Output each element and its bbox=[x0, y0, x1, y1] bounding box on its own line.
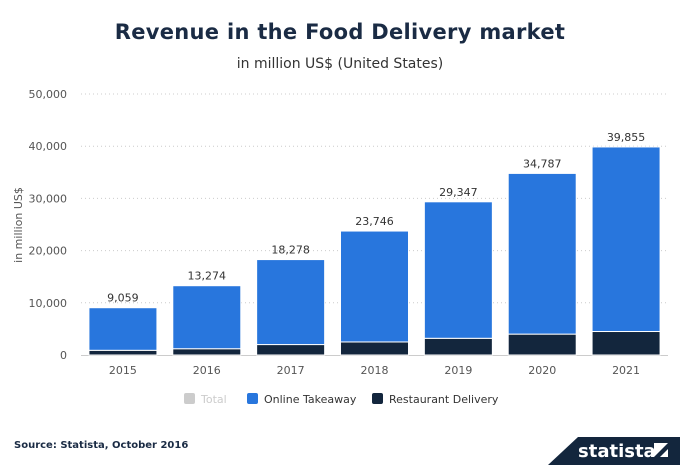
bar-restaurant-delivery bbox=[88, 349, 158, 356]
bar-restaurant-delivery bbox=[423, 337, 493, 356]
chart-plot: 0 10,000 20,000 30,000 40,000 50,000 in millio… bbox=[12, 88, 668, 406]
x-tick-label: 2016 bbox=[193, 364, 221, 377]
bar-online-takeaway bbox=[172, 285, 242, 350]
data-label-total: 29,347 bbox=[439, 186, 478, 199]
y-tick-label: 40,000 bbox=[29, 140, 68, 153]
data-label-total: 23,746 bbox=[355, 215, 394, 228]
bar-online-takeaway bbox=[88, 307, 158, 351]
legend-item-total[interactable]: Total bbox=[200, 393, 227, 406]
bar-online-takeaway bbox=[507, 172, 577, 335]
y-tick-label: 30,000 bbox=[29, 192, 68, 205]
y-tick-label: 0 bbox=[60, 349, 67, 362]
bar-restaurant-delivery bbox=[591, 331, 661, 356]
y-tick-label: 50,000 bbox=[29, 88, 68, 101]
data-label-total: 34,787 bbox=[523, 157, 562, 170]
x-tick-label: 2021 bbox=[612, 364, 640, 377]
legend-swatch bbox=[184, 393, 195, 404]
y-tick-label: 10,000 bbox=[29, 297, 68, 310]
x-tick-label: 2015 bbox=[109, 364, 137, 377]
x-tick-label: 2019 bbox=[444, 364, 472, 377]
bar-restaurant-delivery bbox=[340, 341, 409, 356]
bar-restaurant-delivery bbox=[256, 344, 326, 356]
data-label-total: 13,274 bbox=[188, 270, 227, 283]
svg-text:statista: statista bbox=[578, 441, 656, 462]
data-label-total: 18,278 bbox=[271, 244, 310, 257]
data-label-total: 9,059 bbox=[107, 292, 139, 305]
legend-item-restaurant-delivery[interactable]: Restaurant Delivery bbox=[389, 393, 499, 406]
chart-subtitle: in million US$ (United States) bbox=[236, 56, 444, 72]
data-label-total: 39,855 bbox=[607, 131, 646, 144]
legend-item-online-takeaway[interactable]: Online Takeaway bbox=[264, 393, 357, 406]
x-tick-label: 2017 bbox=[277, 364, 305, 377]
legend-swatch bbox=[247, 393, 258, 404]
y-tick-label: 20,000 bbox=[29, 245, 68, 258]
bar-online-takeaway bbox=[423, 201, 493, 339]
bar-restaurant-delivery bbox=[172, 348, 242, 356]
legend-swatch bbox=[372, 393, 383, 404]
x-tick-label: 2020 bbox=[528, 364, 556, 377]
statista-logo: statista bbox=[548, 437, 680, 465]
y-axis-label: in million US$ bbox=[12, 187, 25, 263]
bar-online-takeaway bbox=[591, 146, 661, 333]
bar-restaurant-delivery bbox=[507, 333, 577, 356]
source-text: Source: Statista, October 2016 bbox=[14, 440, 189, 451]
x-tick-label: 2018 bbox=[361, 364, 389, 377]
chart-title: Revenue in the Food Delivery market bbox=[114, 20, 566, 44]
bar-online-takeaway bbox=[256, 259, 326, 346]
bar-online-takeaway bbox=[340, 230, 409, 343]
